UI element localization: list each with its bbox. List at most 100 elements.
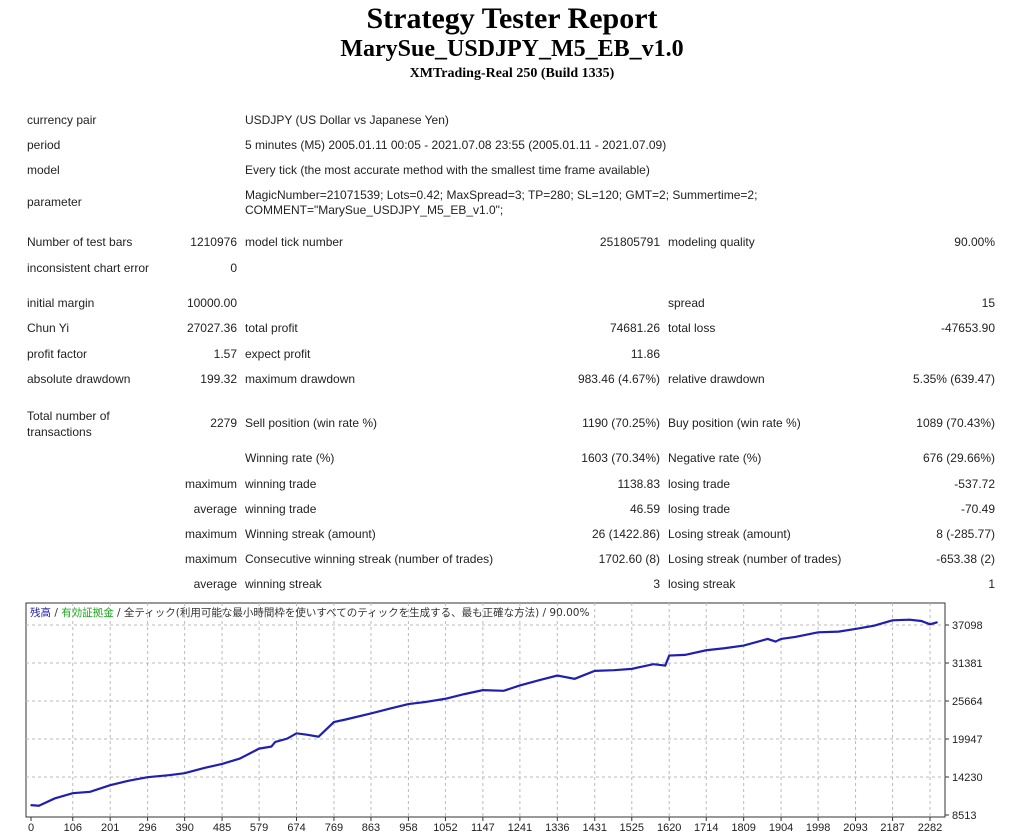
x-tick-label: 1714 <box>694 822 718 834</box>
stat-value: 1.57 <box>213 347 237 361</box>
x-tick-label: 863 <box>362 822 380 834</box>
stat-label: total loss <box>668 321 716 335</box>
x-tick-label: 1904 <box>769 822 793 834</box>
equity-point <box>407 703 410 705</box>
info-value: MagicNumber=21071539; Lots=0.42; MaxSpre… <box>245 188 758 202</box>
stat-value: 46.59 <box>629 502 660 516</box>
stat-label: Number of test bars <box>27 235 133 249</box>
stat-value: 1190 (70.25%) <box>582 416 660 430</box>
chart-legend: 残高 / 有効証拠金 / 全ティック(利用可能な最小時間枠を使いすべてのティック… <box>30 606 589 619</box>
x-tick-label: 485 <box>213 822 231 834</box>
stat-value: 1138.83 <box>617 477 661 491</box>
x-tick-label: 674 <box>287 822 305 834</box>
equity-point <box>854 628 857 630</box>
stat-value: 1210976 <box>190 235 237 249</box>
stat-label: winning streak <box>245 577 322 591</box>
equity-point <box>53 797 56 800</box>
stat-label: Losing streak (number of trades) <box>668 552 842 566</box>
report-subtitle: MarySue_USDJPY_M5_EB_v1.0 <box>340 36 684 62</box>
stat-value: 1089 (70.43%) <box>916 416 995 430</box>
equity-point <box>742 644 745 647</box>
equity-point <box>270 745 273 748</box>
x-tick-label: 390 <box>175 822 193 834</box>
stat-value: 74681.26 <box>609 321 660 335</box>
info-label: period <box>27 138 61 152</box>
server-build: XMTrading-Real 250 (Build 1335) <box>409 66 615 81</box>
equity-point <box>203 767 206 769</box>
equity-point <box>183 772 186 775</box>
stat-label: Losing streak (amount) <box>668 527 791 541</box>
stat-value: -47653.90 <box>940 321 995 335</box>
equity-point <box>891 619 894 622</box>
equity-point <box>128 779 131 782</box>
equity-point <box>463 693 466 695</box>
stat-value: 676 (29.66%) <box>922 451 995 465</box>
stat-value: 15 <box>981 296 995 310</box>
equity-point <box>30 804 32 806</box>
equity-point <box>538 679 540 681</box>
x-tick-label: 1241 <box>508 822 532 834</box>
info-value: 5 minutes (M5) 2005.01.11 00:05 - 2021.0… <box>245 138 667 152</box>
stat-value: -70.49 <box>960 502 995 516</box>
stat-label: Chun Yi <box>27 321 70 335</box>
stat-value: maximum <box>184 552 237 566</box>
stat-value: average <box>193 577 237 591</box>
x-tick-label: 1525 <box>620 822 644 834</box>
stat-value: -537.72 <box>954 477 995 491</box>
stat-label: losing trade <box>668 477 731 491</box>
stat-label: transactions <box>27 425 92 439</box>
stat-value: 1 <box>988 577 995 591</box>
equity-point <box>89 791 91 793</box>
equity-point <box>317 735 320 738</box>
stat-label: model tick number <box>245 235 344 249</box>
stat-label: total profit <box>245 321 298 335</box>
stat-value: 90.00% <box>954 235 995 249</box>
equity-point <box>766 638 769 640</box>
equity-point <box>71 792 74 794</box>
equity-point <box>305 733 308 736</box>
stat-label: absolute drawdown <box>27 372 131 386</box>
stat-value: average <box>193 502 237 516</box>
equity-point <box>258 747 260 750</box>
x-tick-label: 2187 <box>880 822 904 834</box>
x-tick-label: 1052 <box>433 822 457 834</box>
equity-point <box>38 804 40 807</box>
x-tick-label: 1620 <box>657 822 681 834</box>
equity-point <box>238 757 241 760</box>
equity-point <box>519 684 521 687</box>
equity-point <box>221 763 223 765</box>
equity-point <box>684 654 686 656</box>
stat-label: modeling quality <box>668 235 755 249</box>
equity-point <box>345 718 347 721</box>
equity-point <box>837 630 840 633</box>
equity-point <box>444 697 447 700</box>
stat-value: 26 (1422.86) <box>591 527 660 541</box>
y-tick-label: 19947 <box>952 734 983 746</box>
stat-value: 11.86 <box>630 347 660 361</box>
equity-point <box>668 654 671 657</box>
stat-value: 1603 (70.34%) <box>581 451 660 465</box>
stat-label: Negative rate (%) <box>668 451 762 465</box>
stat-value: 1702.60 (8) <box>598 552 660 566</box>
stat-value: 5.35% (639.47) <box>912 372 995 386</box>
stat-value: 8 (-285.77) <box>936 527 995 541</box>
equity-point <box>705 649 708 652</box>
y-tick-label: 31381 <box>952 658 983 670</box>
stat-value: 199.32 <box>200 372 237 386</box>
equity-point <box>780 638 782 640</box>
equity-point <box>920 620 923 622</box>
info-label: parameter <box>27 195 82 209</box>
x-tick-label: 1147 <box>471 822 495 834</box>
x-tick-label: 1809 <box>731 822 755 834</box>
plot-area <box>25 602 946 818</box>
info-value: Every tick (the most accurate method wit… <box>245 163 650 177</box>
equity-point <box>593 670 596 672</box>
legend-item: 残高 <box>30 606 51 619</box>
equity-point <box>482 689 484 691</box>
stat-value: -653.38 (2) <box>936 552 995 566</box>
stat-label: spread <box>668 296 705 310</box>
stat-value: 3 <box>653 577 660 591</box>
equity-point <box>873 624 875 627</box>
stat-value: 0 <box>230 261 237 275</box>
